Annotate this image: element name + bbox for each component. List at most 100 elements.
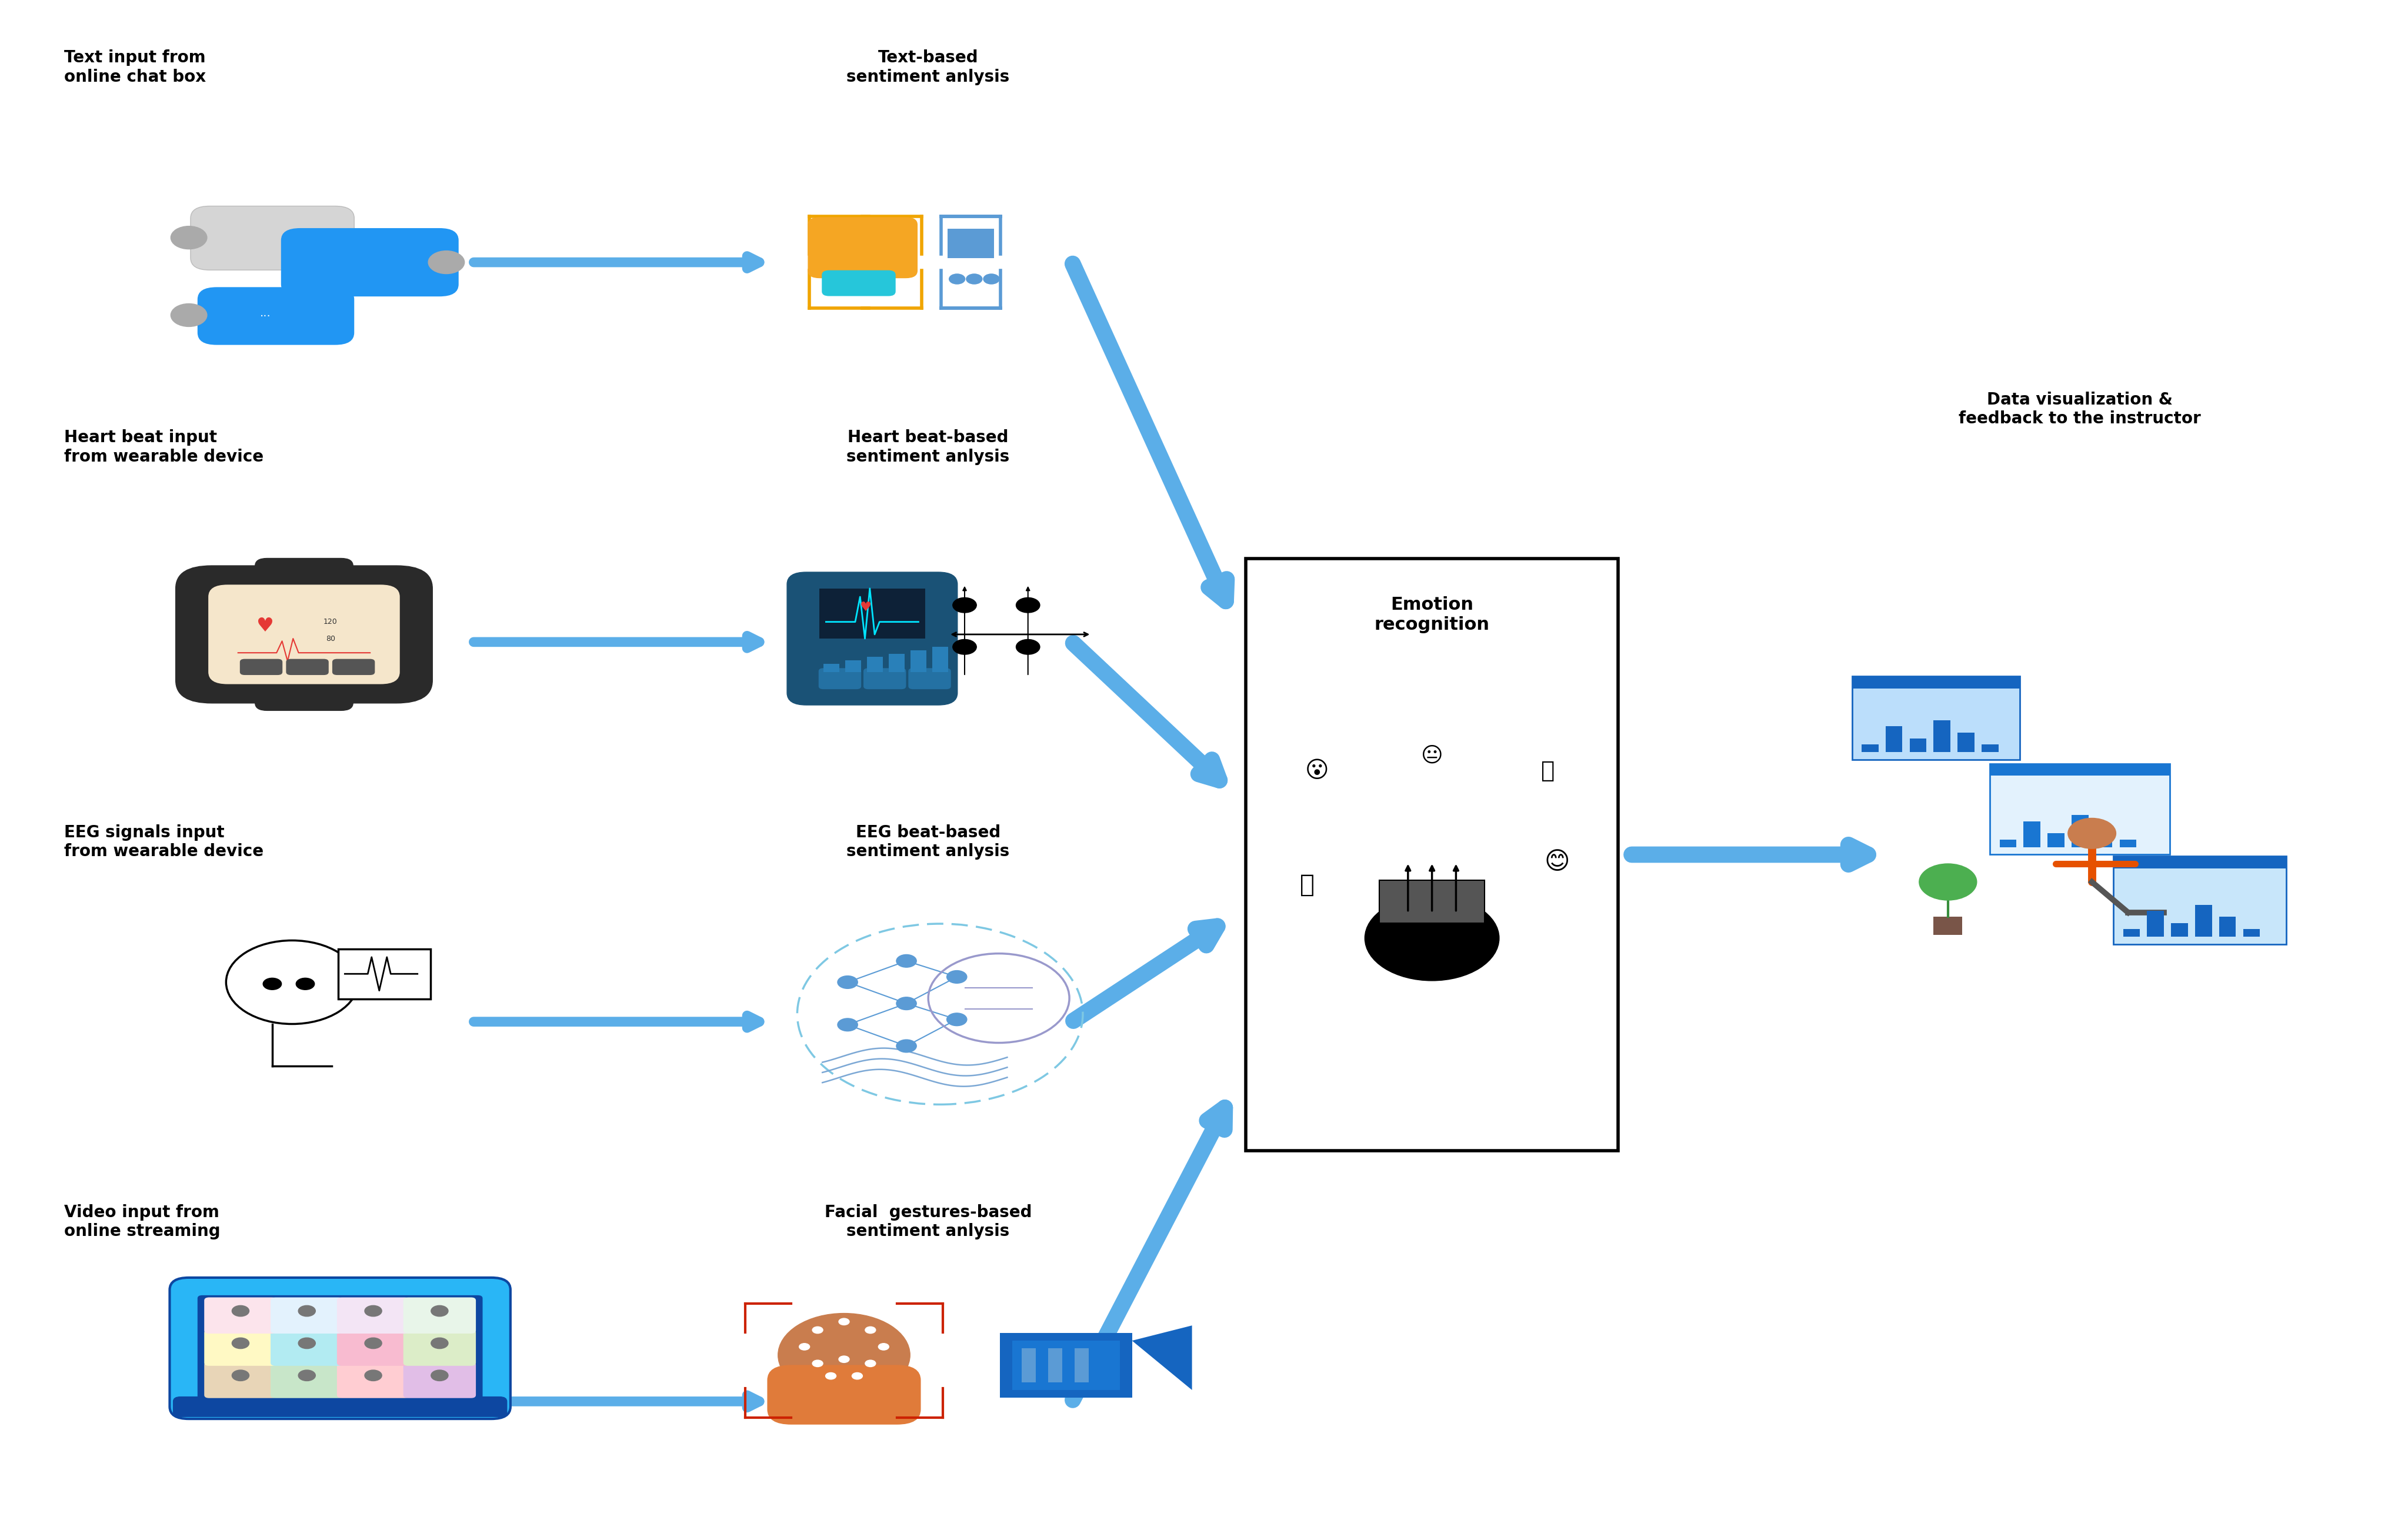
FancyBboxPatch shape (1245, 559, 1618, 1151)
Circle shape (954, 597, 978, 612)
FancyBboxPatch shape (2047, 834, 2064, 847)
Circle shape (838, 1356, 850, 1362)
Circle shape (231, 1306, 248, 1316)
Circle shape (838, 1318, 850, 1325)
Circle shape (778, 1313, 910, 1397)
Text: Heart beat input
from wearable device: Heart beat input from wearable device (65, 429, 262, 464)
FancyBboxPatch shape (2071, 815, 2088, 847)
Circle shape (896, 1040, 917, 1052)
Circle shape (954, 640, 978, 655)
Circle shape (966, 273, 982, 284)
Circle shape (1919, 864, 1977, 901)
FancyBboxPatch shape (205, 1362, 277, 1399)
FancyBboxPatch shape (270, 1298, 344, 1333)
Circle shape (431, 1338, 448, 1348)
Text: Video input from
online streaming: Video input from online streaming (65, 1203, 219, 1240)
Circle shape (826, 1373, 836, 1379)
Text: Data visualization &
feedback to the instructor: Data visualization & feedback to the ins… (1958, 391, 2201, 428)
FancyBboxPatch shape (932, 647, 949, 672)
Text: 120: 120 (323, 618, 337, 626)
FancyBboxPatch shape (1982, 745, 1999, 753)
FancyBboxPatch shape (864, 669, 905, 689)
Circle shape (431, 1370, 448, 1380)
FancyBboxPatch shape (270, 1330, 344, 1365)
Text: 😐: 😐 (1421, 745, 1442, 767)
FancyBboxPatch shape (205, 1298, 277, 1333)
FancyBboxPatch shape (282, 228, 458, 296)
Text: ...: ... (260, 308, 272, 319)
FancyBboxPatch shape (845, 660, 862, 672)
FancyBboxPatch shape (337, 948, 431, 999)
FancyBboxPatch shape (1989, 764, 2170, 776)
Circle shape (231, 1370, 248, 1380)
FancyBboxPatch shape (209, 585, 400, 684)
Text: Heart beat-based
sentiment anlysis: Heart beat-based sentiment anlysis (848, 429, 1009, 464)
Circle shape (879, 1344, 889, 1350)
Circle shape (262, 977, 282, 989)
Circle shape (1016, 597, 1040, 612)
FancyBboxPatch shape (1074, 1348, 1088, 1382)
Text: 😊: 😊 (1544, 851, 1570, 875)
FancyBboxPatch shape (768, 1365, 920, 1425)
FancyBboxPatch shape (176, 565, 433, 702)
FancyBboxPatch shape (1047, 1348, 1062, 1382)
FancyBboxPatch shape (1852, 676, 2020, 760)
FancyBboxPatch shape (910, 651, 927, 672)
FancyBboxPatch shape (1910, 739, 1926, 753)
FancyBboxPatch shape (1934, 916, 1963, 935)
FancyBboxPatch shape (999, 1333, 1132, 1397)
Circle shape (296, 977, 315, 989)
FancyBboxPatch shape (819, 669, 862, 689)
FancyBboxPatch shape (2220, 916, 2237, 936)
Circle shape (811, 1361, 824, 1367)
FancyBboxPatch shape (2196, 906, 2213, 936)
Circle shape (364, 1306, 383, 1316)
FancyBboxPatch shape (270, 1362, 344, 1399)
Circle shape (982, 273, 999, 284)
FancyBboxPatch shape (889, 654, 905, 672)
Circle shape (799, 1344, 809, 1350)
Circle shape (946, 1012, 968, 1026)
Circle shape (364, 1370, 383, 1380)
FancyBboxPatch shape (402, 1362, 477, 1399)
Circle shape (896, 997, 917, 1009)
FancyBboxPatch shape (824, 664, 840, 672)
Circle shape (1365, 896, 1500, 980)
FancyBboxPatch shape (337, 1330, 409, 1365)
Circle shape (299, 1306, 315, 1316)
FancyBboxPatch shape (949, 229, 995, 258)
FancyBboxPatch shape (2124, 928, 2141, 936)
Circle shape (949, 273, 966, 284)
Circle shape (299, 1370, 315, 1380)
Polygon shape (1132, 1325, 1192, 1390)
Circle shape (2068, 818, 2117, 849)
FancyBboxPatch shape (197, 287, 354, 345)
FancyBboxPatch shape (1852, 676, 2020, 689)
Circle shape (171, 226, 207, 249)
FancyBboxPatch shape (2148, 910, 2165, 936)
FancyBboxPatch shape (402, 1330, 477, 1365)
Circle shape (864, 1327, 877, 1333)
Text: ♥: ♥ (860, 602, 872, 614)
Text: Text-based
sentiment anlysis: Text-based sentiment anlysis (848, 50, 1009, 86)
FancyBboxPatch shape (2114, 857, 2285, 944)
Text: EEG signals input
from wearable device: EEG signals input from wearable device (65, 825, 262, 860)
Circle shape (864, 1361, 877, 1367)
Circle shape (811, 1327, 824, 1333)
Text: Emotion
recognition: Emotion recognition (1375, 597, 1491, 634)
Text: 80: 80 (325, 635, 335, 643)
FancyBboxPatch shape (287, 660, 327, 675)
FancyBboxPatch shape (402, 1298, 477, 1333)
FancyBboxPatch shape (241, 660, 282, 675)
FancyBboxPatch shape (787, 573, 958, 705)
FancyBboxPatch shape (908, 669, 951, 689)
Text: Text input from
online chat box: Text input from online chat box (65, 50, 207, 86)
Circle shape (231, 1338, 248, 1348)
FancyBboxPatch shape (819, 588, 925, 638)
Text: Facial  gestures-based
sentiment anlysis: Facial gestures-based sentiment anlysis (824, 1203, 1031, 1240)
FancyBboxPatch shape (1989, 764, 2170, 855)
FancyBboxPatch shape (190, 206, 354, 270)
Circle shape (896, 954, 917, 967)
FancyBboxPatch shape (2172, 922, 2189, 936)
FancyBboxPatch shape (1021, 1348, 1035, 1382)
